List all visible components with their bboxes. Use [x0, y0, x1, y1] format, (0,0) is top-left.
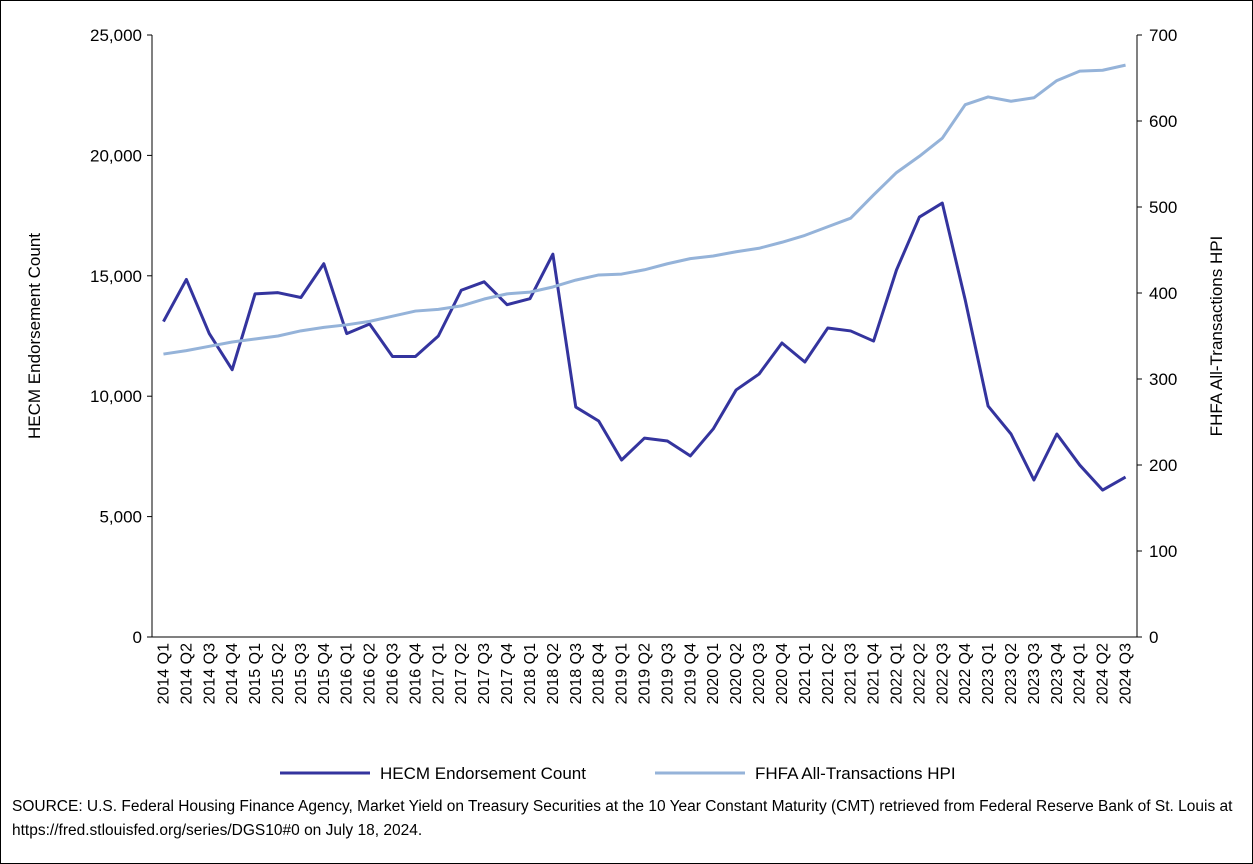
x-tick-label: 2024 Q3	[1118, 643, 1135, 704]
y2-tick-label: 600	[1149, 112, 1177, 131]
x-tick-label: 2018 Q2	[545, 643, 562, 704]
legend-label: HECM Endorsement Count	[380, 764, 586, 783]
series-line	[163, 63, 1126, 356]
x-tick-label: 2021 Q4	[866, 643, 883, 704]
y-tick-label: 25,000	[90, 26, 142, 45]
y-tick-label: 20,000	[90, 146, 142, 165]
y-axis-label: HECM Endorsement Count	[25, 233, 44, 439]
x-tick-label: 2016 Q3	[385, 643, 402, 704]
x-tick-label: 2015 Q4	[316, 643, 333, 704]
x-tick-label: 2014 Q4	[224, 643, 241, 704]
y2-tick-label: 300	[1149, 370, 1177, 389]
x-tick-label: 2019 Q4	[682, 643, 699, 704]
y-tick-label: 0	[133, 628, 142, 647]
x-tick-label: 2022 Q2	[911, 643, 928, 704]
x-tick-label: 2019 Q2	[637, 643, 654, 704]
x-tick-label: 2023 Q3	[1026, 643, 1043, 704]
series-line	[162, 201, 1127, 492]
x-tick-label: 2017 Q1	[430, 643, 447, 704]
x-tick-label: 2024 Q2	[1095, 643, 1112, 704]
y2-axis-label: FHFA All-Transactions HPI	[1207, 236, 1226, 437]
x-tick-label: 2022 Q1	[888, 643, 905, 704]
x-tick-label: 2021 Q2	[820, 643, 837, 704]
x-tick-label: 2014 Q3	[201, 643, 218, 704]
x-tick-label: 2022 Q3	[934, 643, 951, 704]
x-tick-label: 2017 Q3	[476, 643, 493, 704]
x-tick-label: 2015 Q3	[293, 643, 310, 704]
y-tick-label: 15,000	[90, 267, 142, 286]
y2-tick-label: 700	[1149, 26, 1177, 45]
x-tick-label: 2016 Q2	[362, 643, 379, 704]
x-tick-label: 2014 Q1	[155, 643, 172, 704]
x-tick-label: 2024 Q1	[1072, 643, 1089, 704]
x-tick-label: 2020 Q3	[751, 643, 768, 704]
x-tick-label: 2022 Q4	[957, 643, 974, 704]
x-tick-label: 2020 Q2	[728, 643, 745, 704]
x-tick-label: 2017 Q4	[499, 643, 516, 704]
x-tick-label: 2016 Q4	[407, 643, 424, 704]
y2-tick-label: 0	[1149, 628, 1158, 647]
x-tick-label: 2015 Q1	[247, 643, 264, 704]
y-tick-label: 10,000	[90, 387, 142, 406]
x-tick-label: 2016 Q1	[339, 643, 356, 704]
x-tick-label: 2018 Q1	[522, 643, 539, 704]
x-tick-label: 2018 Q3	[568, 643, 585, 704]
x-tick-label: 2023 Q2	[1003, 643, 1020, 704]
x-tick-label: 2023 Q4	[1049, 643, 1066, 704]
x-tick-label: 2019 Q1	[614, 643, 631, 704]
x-tick-label: 2017 Q2	[453, 643, 470, 704]
legend-label: FHFA All-Transactions HPI	[755, 764, 956, 783]
y2-tick-label: 400	[1149, 284, 1177, 303]
x-tick-label: 2019 Q3	[659, 643, 676, 704]
x-tick-label: 2020 Q4	[774, 643, 791, 704]
x-tick-label: 2021 Q3	[843, 643, 860, 704]
x-tick-label: 2023 Q1	[980, 643, 997, 704]
x-tick-label: 2021 Q1	[797, 643, 814, 704]
y2-tick-label: 100	[1149, 542, 1177, 561]
x-tick-label: 2020 Q1	[705, 643, 722, 704]
x-tick-label: 2018 Q4	[591, 643, 608, 704]
x-tick-label: 2014 Q2	[178, 643, 195, 704]
y2-tick-label: 500	[1149, 198, 1177, 217]
source-note: SOURCE: U.S. Federal Housing Finance Age…	[12, 798, 1233, 839]
y-tick-label: 5,000	[99, 508, 142, 527]
y2-tick-label: 200	[1149, 456, 1177, 475]
x-tick-label: 2015 Q2	[270, 643, 287, 704]
